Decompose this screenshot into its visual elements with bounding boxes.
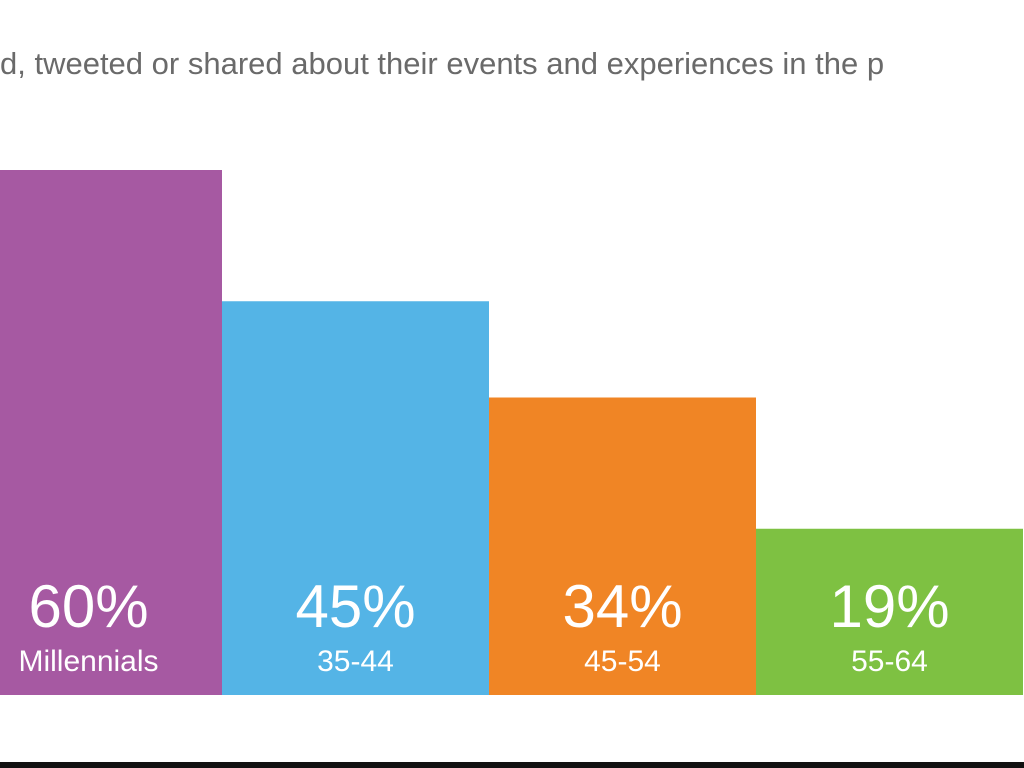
bar-category-label: 35-44 [317, 645, 394, 678]
chart-title: d, tweeted or shared about their events … [0, 46, 885, 81]
bar-millennials [0, 170, 222, 695]
bar-value-label: 60% [28, 573, 148, 640]
bar-category-label: 55-64 [851, 645, 928, 678]
bar-category-label: Millennials [18, 645, 158, 678]
bar-55-64 [756, 528, 1023, 695]
bar-value-label: 34% [562, 573, 682, 640]
bar-category-label: 45-54 [584, 645, 661, 678]
bar-45-54 [489, 397, 756, 695]
bottom-divider [0, 762, 1024, 768]
bar-value-label: 19% [829, 573, 949, 640]
bar-35-44 [222, 301, 489, 695]
bar-value-label: 45% [295, 573, 415, 640]
